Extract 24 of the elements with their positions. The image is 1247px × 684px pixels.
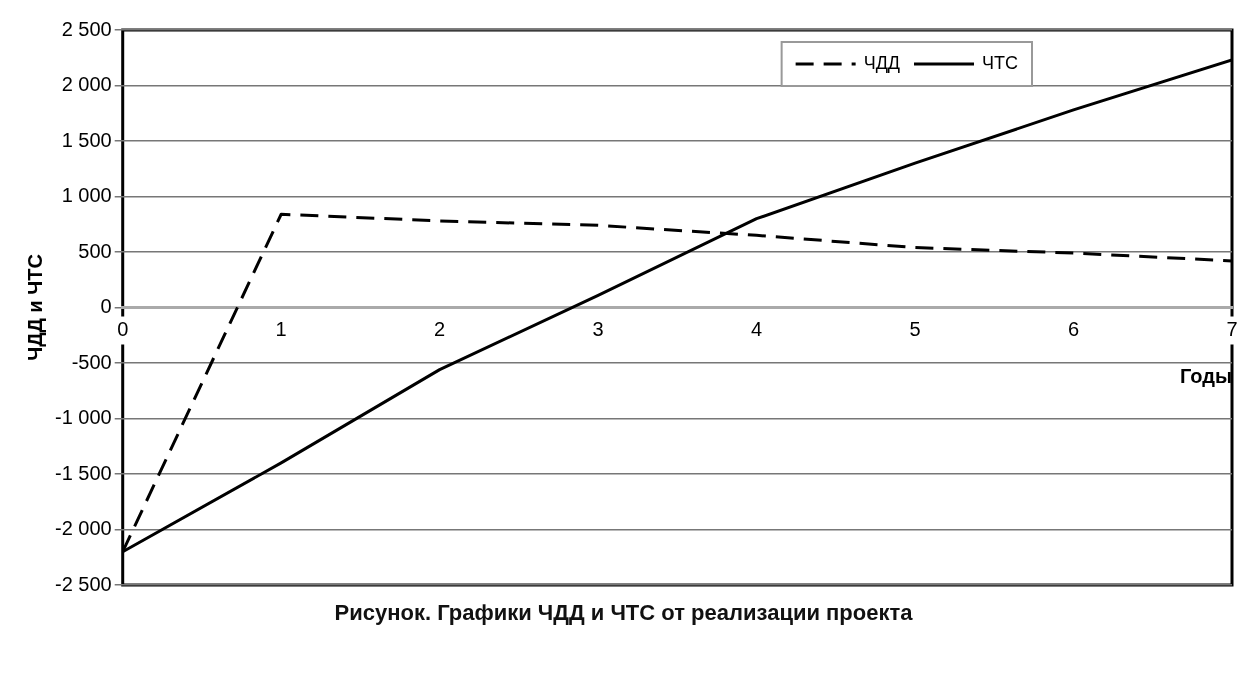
y-tick-label: 1 000 [61,184,112,207]
text: Рисунок. Графики ЧДД и ЧТС от реализации проекта [333,600,914,626]
x-tick-label: 2 [434,318,446,341]
x-tick-label: 0 [117,318,129,341]
y-tick-label: -1 500 [54,461,112,484]
x-tick-label: 7 [1226,318,1238,341]
y-tick-label: -2 500 [54,572,112,595]
y-tick-label: 2 500 [61,17,112,40]
x-tick-label: 3 [592,318,604,341]
y-tick-label: 1 500 [61,128,112,151]
y-tick-label: -2 000 [54,517,112,540]
y-tick-label: -1 000 [54,406,112,429]
y-tick-label: 0 [100,295,112,318]
y-tick-label: -500 [71,350,112,373]
x-tick-label: 4 [751,318,763,341]
legend-label: ЧДД [863,52,901,73]
legend-label: ЧТС [982,52,1019,73]
x-tick-label: 1 [275,318,287,341]
y-tick-label: 2 000 [61,73,112,96]
x-tick-label: 6 [1067,318,1080,341]
x-axis-title: Годы [1179,365,1232,388]
y-axis-title: ЧДД и ЧТС [23,254,46,361]
x-tick-label: 5 [909,318,921,341]
y-tick-label: 500 [78,239,112,262]
